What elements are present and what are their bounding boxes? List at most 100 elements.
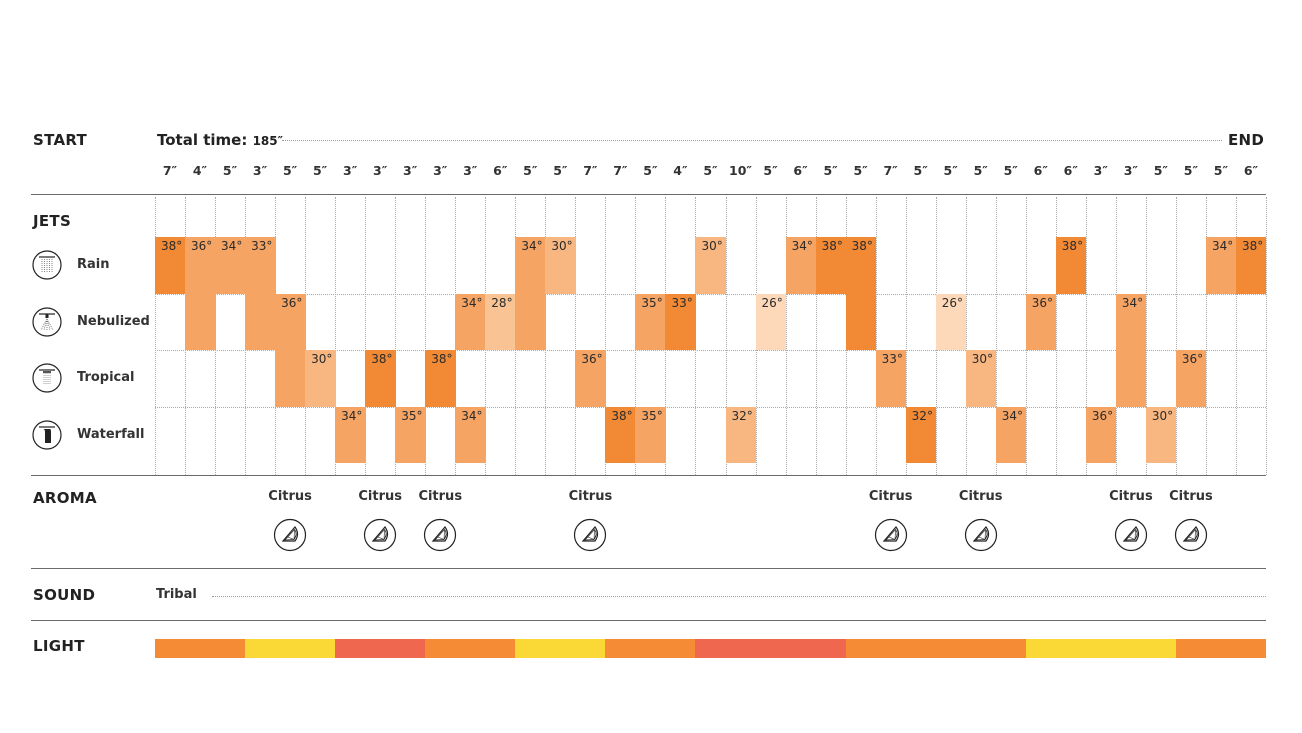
light-segment-yellow (245, 639, 336, 658)
duration-label: 7″ (613, 163, 628, 178)
grid-column-line (905, 197, 907, 475)
jet-temperature-block: 33° (245, 237, 276, 350)
jet-temperature-block: 30° (545, 237, 576, 294)
duration-label: 3″ (373, 163, 388, 178)
jet-temperature-block: 34° (335, 406, 366, 463)
grid-column-line (365, 197, 367, 475)
duration-label: 5″ (312, 163, 328, 178)
jet-temperature-block: 34° (1205, 237, 1237, 294)
temperature-label: 35° (641, 295, 663, 310)
jet-temperature-block: 34° (995, 406, 1027, 463)
duration-label: 6″ (1063, 163, 1078, 178)
jet-temperature-block: 35° (635, 293, 666, 350)
temperature-label: 30° (971, 352, 993, 366)
citrus-slice-icon (423, 518, 457, 552)
sound-dotted-line (212, 596, 1266, 597)
grid-column-line (1235, 197, 1237, 475)
temperature-label: 38° (611, 408, 633, 423)
grid-column-line (695, 197, 697, 475)
jet-temperature-block: 34° (455, 406, 486, 463)
total-time: Total time: 185″ (157, 131, 283, 149)
sound-track: Tribal (156, 587, 197, 602)
light-segment-yellow (1025, 639, 1176, 658)
aroma-divider (31, 568, 1266, 569)
jet-temperature-block: 30° (305, 350, 336, 407)
duration-label: 4″ (192, 163, 208, 178)
grid-column-line (1145, 197, 1147, 475)
citrus-slice-icon (573, 518, 607, 552)
grid-column-line (545, 197, 547, 475)
light-segment-red (335, 639, 426, 658)
temperature-label: 30° (551, 239, 573, 253)
citrus-slice-icon (1174, 518, 1208, 552)
grid-column-line (965, 197, 967, 475)
temperature-label: 36° (581, 352, 603, 366)
light-segment-orange (1175, 639, 1266, 658)
tropical-shower-icon (32, 363, 62, 393)
temperature-label: 32° (731, 408, 753, 423)
jet-temperature-block: 34° (215, 237, 246, 294)
grid-column-line (995, 197, 997, 475)
grid-column-line (305, 197, 307, 475)
temperature-label: 38° (1241, 239, 1264, 253)
jet-temperature-block: 26° (935, 293, 967, 350)
jet-temperature-block: 38° (425, 350, 456, 407)
jet-temperature-block: 33° (665, 293, 696, 350)
temperature-label: 38° (851, 239, 873, 253)
temperature-label: 36° (1181, 352, 1204, 366)
light-segment-red (695, 639, 846, 658)
jet-temperature-block: 38° (605, 406, 636, 463)
jet-temperature-block: 34° (785, 237, 817, 294)
aroma-label: Citrus (958, 489, 1003, 504)
duration-label: 5″ (553, 163, 568, 178)
duration-label: 5″ (913, 163, 928, 178)
citrus-slice-icon (363, 518, 397, 552)
jet-temperature-block: 36° (1085, 406, 1117, 463)
temperature-label: 30° (1151, 408, 1174, 423)
duration-label: 6″ (1243, 163, 1259, 178)
temperature-label: 34° (341, 408, 363, 423)
jet-temperature-block: 33° (875, 350, 907, 407)
jet-temperature-block: 38° (815, 237, 847, 294)
temperature-label: 34° (1001, 408, 1024, 423)
grid-column-line (395, 197, 397, 475)
temperature-label: 34° (1121, 295, 1144, 310)
aroma-label: Citrus (1169, 489, 1213, 504)
duration-label: 5″ (973, 163, 988, 178)
grid-column-line (725, 197, 727, 475)
jet-temperature-block: 36° (1025, 293, 1057, 350)
duration-label: 5″ (703, 163, 718, 178)
temperature-label: 35° (401, 408, 423, 423)
temperature-label: 34° (791, 239, 813, 253)
grid-column-line (875, 197, 877, 475)
duration-label: 5″ (1003, 163, 1018, 178)
duration-label: 5″ (222, 163, 238, 178)
grid-column-line (335, 197, 337, 475)
aroma-label: Citrus (268, 489, 312, 504)
jet-temperature-block: 38° (155, 237, 186, 294)
duration-label: 3″ (403, 163, 418, 178)
aroma-label: Citrus (418, 489, 463, 504)
jet-label-waterfall: Waterfall (77, 426, 145, 442)
sound-title: SOUND (33, 586, 96, 604)
jet-temperature-block: 36° (575, 350, 606, 407)
jets-divider (31, 475, 1266, 476)
jet-label-tropical: Tropical (77, 370, 135, 386)
duration-label: 5″ (1153, 163, 1169, 178)
temperature-label: 28° (491, 295, 513, 310)
aroma-label: Citrus (568, 489, 613, 504)
aroma-label: Citrus (868, 489, 913, 504)
jet-temperature-block: 32° (725, 406, 757, 463)
grid-column-line (575, 197, 577, 475)
grid-column-line (1175, 197, 1177, 475)
citrus-slice-icon (1114, 518, 1148, 552)
total-time-label: Total time: (157, 131, 248, 149)
light-segment-orange (155, 639, 246, 658)
grid-column-line (425, 197, 427, 475)
light-segment-orange (845, 639, 1026, 658)
temperature-label: 34° (461, 408, 483, 423)
duration-label: 5″ (763, 163, 778, 178)
duration-label: 6″ (493, 163, 508, 178)
duration-label: 3″ (433, 163, 448, 178)
jet-temperature-block: 34° (1115, 293, 1147, 407)
